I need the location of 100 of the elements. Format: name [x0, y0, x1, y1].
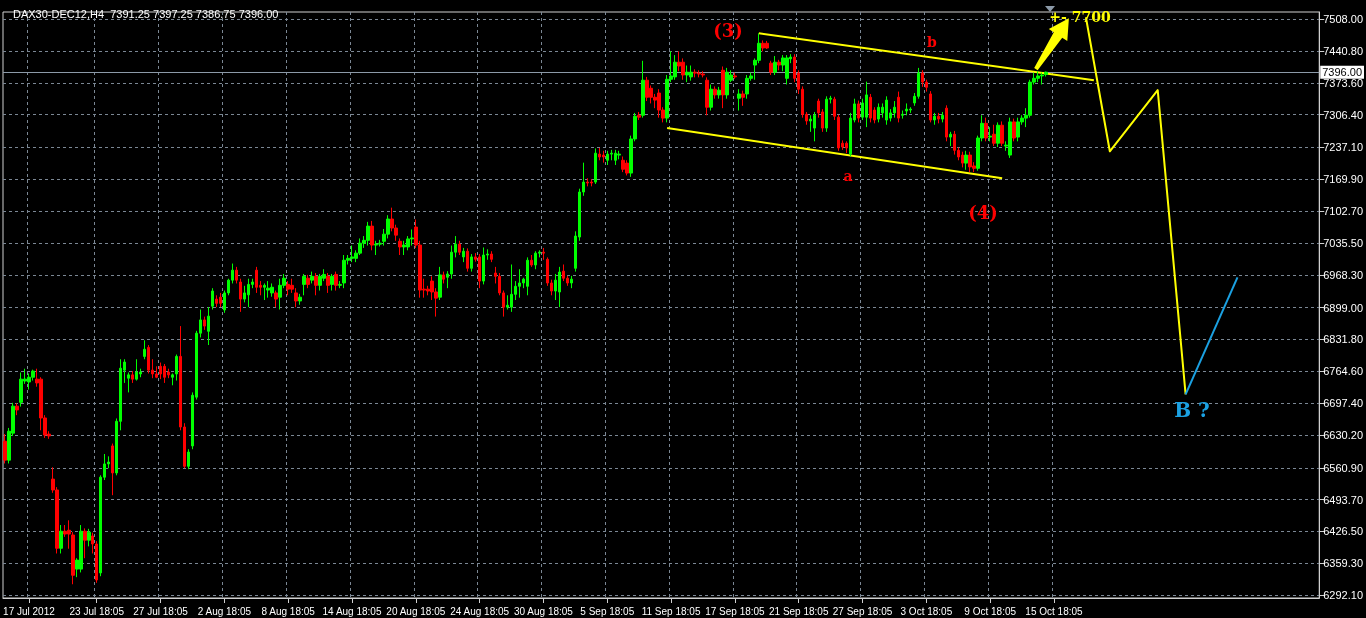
candlestick [274, 290, 278, 308]
candlestick [27, 372, 31, 391]
x-tick-label: 8 Aug 18:05 [261, 605, 316, 617]
candlestick [984, 117, 988, 142]
candlestick [219, 292, 222, 308]
y-tick-label: 6630.20 [1323, 428, 1363, 441]
candlestick [773, 55, 777, 76]
candlestick [921, 69, 924, 88]
y-tick-label: 7508.00 [1323, 13, 1363, 26]
candlestick [733, 72, 737, 80]
candlestick [769, 60, 773, 76]
candlestick [941, 111, 944, 123]
candlestick [869, 93, 872, 123]
candlestick [19, 372, 23, 408]
candlestick [15, 402, 19, 416]
candlestick [761, 39, 765, 52]
candlestick [466, 247, 469, 273]
candlestick [765, 40, 769, 50]
candlestick [645, 76, 649, 102]
candlestick [602, 150, 605, 164]
y-tick-label: 7373.60 [1323, 76, 1363, 89]
x-tick-label: 23 Jul 18:05 [69, 605, 125, 617]
candlestick [945, 104, 948, 142]
annotation: (4) [968, 201, 998, 223]
candlestick [470, 253, 473, 273]
x-tick-label: 17 Jul 2012 [3, 605, 56, 617]
candlestick [1036, 70, 1040, 83]
candlestick [701, 70, 705, 78]
y-tick-label: 6359.30 [1323, 557, 1363, 570]
candlestick [988, 126, 992, 142]
candlestick [175, 354, 178, 382]
candlestick [992, 124, 996, 147]
candlestick [741, 90, 745, 107]
candlestick [637, 111, 641, 121]
candlestick [606, 150, 609, 166]
candlestick [961, 151, 964, 168]
candlestick [542, 247, 545, 261]
candlestick [239, 278, 242, 313]
annotation: +- 7700 [1049, 9, 1111, 25]
candlestick [302, 273, 306, 296]
candlestick [215, 294, 218, 308]
candlestick [342, 254, 346, 289]
candlestick [458, 240, 461, 256]
x-tick-label: 17 Sep 18:05 [705, 605, 766, 617]
candlestick [235, 266, 238, 284]
candlestick [167, 368, 170, 379]
x-tick-label: 11 Sep 18:05 [641, 605, 701, 617]
candlestick [964, 150, 968, 171]
candlestick [693, 68, 697, 78]
candlestick [478, 253, 481, 289]
x-tick-label: 21 Sep 18:05 [768, 605, 829, 617]
candlestick [247, 278, 250, 308]
chart-title: DAX30-DEC12,H4 7391.25 7397.25 7386.75 7396.00 [13, 7, 279, 20]
candlestick [996, 121, 1000, 148]
candlestick [462, 247, 465, 263]
candlestick [187, 448, 190, 470]
candlestick [893, 100, 896, 119]
candlestick [877, 102, 880, 123]
candlestick [350, 245, 354, 263]
x-tick-label: 27 Jul 18:05 [133, 605, 189, 617]
x-tick-label: 5 Sep 18:05 [580, 605, 635, 617]
candlestick [590, 178, 593, 187]
candlestick [370, 220, 374, 251]
candlestick [901, 110, 904, 120]
candlestick [135, 358, 138, 382]
candlestick [562, 264, 565, 282]
candlestick [482, 246, 485, 285]
candlestick [318, 273, 322, 292]
candlestick [558, 266, 561, 308]
candlestick [570, 275, 573, 289]
x-tick-label: 2 Aug 18:05 [197, 605, 252, 617]
candlestick [625, 159, 629, 176]
candlestick [689, 65, 693, 82]
candlestick [398, 237, 402, 256]
candlestick [306, 274, 310, 289]
candlestick [1040, 72, 1044, 85]
candlestick [885, 95, 888, 126]
ref-line-label: 7396.00 [1322, 66, 1362, 79]
candlestick [725, 67, 729, 100]
candlestick [697, 69, 701, 78]
candlestick [785, 54, 789, 85]
x-tick-label: 30 Aug 18:05 [513, 605, 574, 617]
candlestick [211, 287, 214, 310]
candlestick [953, 130, 956, 156]
candlestick [534, 250, 537, 270]
candlestick [163, 363, 166, 384]
x-tick-label: 24 Aug 18:05 [450, 605, 510, 617]
candlestick [255, 266, 258, 294]
candlestick [3, 433, 7, 464]
candlestick [777, 59, 781, 71]
candlestick [366, 221, 370, 247]
candlestick [270, 282, 274, 298]
candlestick [438, 266, 442, 301]
candlestick [610, 149, 613, 161]
x-tick-label: 27 Sep 18:05 [832, 605, 893, 617]
candlestick [929, 90, 932, 123]
x-tick-label: 9 Oct 18:05 [964, 605, 1017, 617]
candlestick [334, 271, 338, 292]
candlestick [621, 155, 625, 173]
candlestick [1000, 120, 1004, 147]
